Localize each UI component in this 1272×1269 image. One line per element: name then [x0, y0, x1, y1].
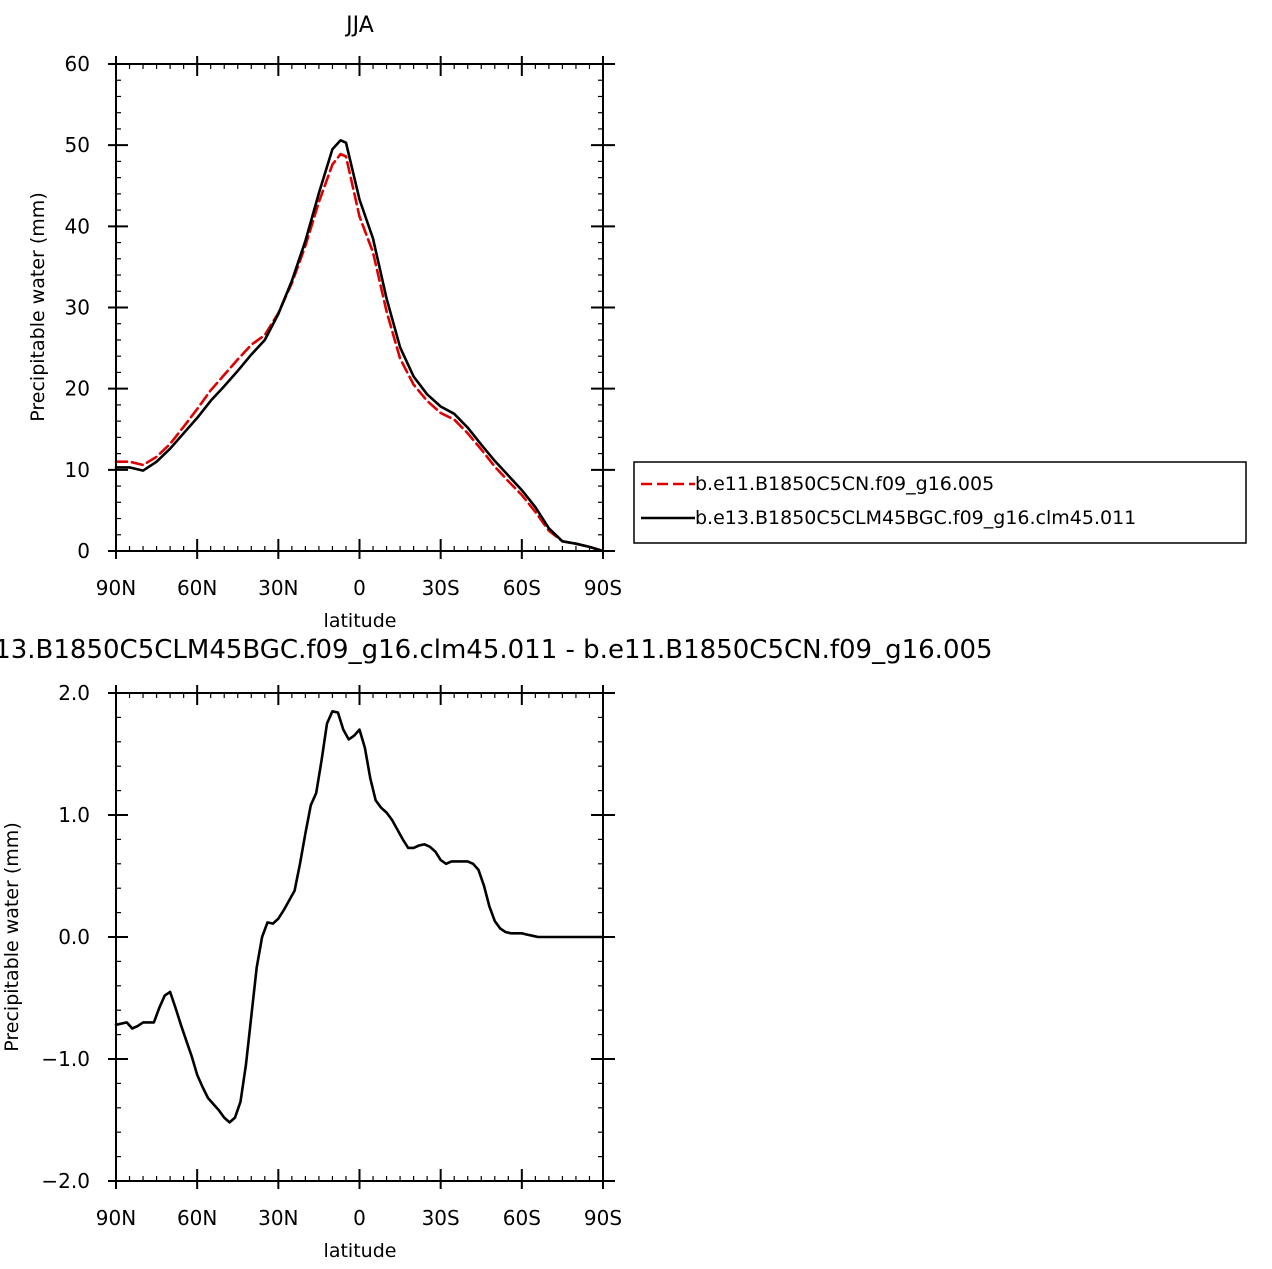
bottom-plot-y-tick-label: 1.0	[58, 803, 90, 827]
top-plot-y-tick-label: 30	[65, 296, 90, 320]
bottom-plot-x-tick-label: 30S	[422, 1206, 460, 1230]
top-plot-x-tick-label: 0	[353, 576, 366, 600]
top-plot-x-axis-label: latitude	[324, 610, 397, 632]
bottom-plot-y-tick-label: 0.0	[58, 925, 90, 949]
bottom-plot-x-tick-label: 90S	[584, 1206, 622, 1230]
bottom-plot-y-tick-label: 2.0	[58, 681, 90, 705]
bottom-plot-y-tick-label: −2.0	[41, 1169, 90, 1193]
bottom-plot-x-tick-label: 30N	[258, 1206, 298, 1230]
bottom-plot-title: b.e13.B1850C5CLM45BGC.f09_g16.clm45.011 …	[0, 635, 993, 665]
bottom-plot-x-tick-label: 90N	[96, 1206, 136, 1230]
legend: b.e11.B1850C5CN.f09_g16.005 b.e13.B1850C…	[633, 461, 1247, 544]
top-plot: JJA 90N 60N 30N 0 30S 60S 90S 0 10 20 30 40 50 60 la…	[27, 13, 622, 632]
bottom-plot: b.e13.B1850C5CLM45BGC.f09_g16.clm45.011 …	[0, 635, 993, 1262]
legend-label-series-1: b.e11.B1850C5CN.f09_g16.005	[695, 473, 994, 495]
top-plot-series-line-1	[114, 152, 605, 553]
top-plot-x-tick-label: 90N	[96, 576, 136, 600]
top-plot-x-tick-label: 30N	[258, 576, 298, 600]
bottom-plot-series-line-1	[114, 710, 605, 1124]
bottom-plot-y-tick-label: −1.0	[41, 1047, 90, 1071]
top-plot-major-ticks	[108, 56, 615, 559]
bottom-plot-minor-ticks	[115, 692, 604, 1182]
top-plot-title: JJA	[344, 13, 374, 38]
bottom-plot-x-tick-labels: 90N 60N 30N 0 30S 60S 90S	[96, 1206, 622, 1230]
bottom-plot-x-tick-label: 0	[353, 1206, 366, 1230]
top-plot-x-tick-label: 30S	[422, 576, 460, 600]
top-plot-x-tick-label: 60S	[503, 576, 541, 600]
top-plot-x-tick-label: 90S	[584, 576, 622, 600]
bottom-plot-y-axis-label: Precipitable water (mm)	[1, 822, 23, 1051]
top-plot-y-tick-labels: 0 10 20 30 40 50 60	[65, 52, 90, 563]
top-plot-y-tick-label: 10	[65, 458, 90, 482]
top-plot-y-tick-label: 40	[65, 214, 90, 238]
top-plot-y-tick-label: 60	[65, 52, 90, 76]
bottom-plot-x-tick-label: 60N	[177, 1206, 217, 1230]
bottom-plot-x-axis-label: latitude	[324, 1240, 397, 1262]
top-plot-y-tick-label: 50	[65, 133, 90, 157]
top-plot-lines	[114, 139, 605, 553]
bottom-plot-x-tick-label: 60S	[503, 1206, 541, 1230]
legend-label-series-2: b.e13.B1850C5CLM45BGC.f09_g16.clm45.011	[695, 507, 1136, 529]
bottom-plot-frame	[115, 692, 604, 1182]
top-plot-y-tick-label: 0	[77, 539, 90, 563]
top-plot-y-axis-label: Precipitable water (mm)	[27, 192, 49, 421]
top-plot-minor-ticks	[115, 63, 604, 552]
top-plot-y-tick-label: 20	[65, 377, 90, 401]
bottom-plot-major-ticks	[108, 685, 615, 1189]
top-plot-series-line-2	[114, 139, 605, 553]
top-plot-x-tick-label: 60N	[177, 576, 217, 600]
bottom-plot-lines	[114, 710, 605, 1124]
bottom-plot-y-tick-labels: −2.0 −1.0 0.0 1.0 2.0	[41, 681, 90, 1193]
legend-box	[633, 461, 1247, 544]
top-plot-x-tick-labels: 90N 60N 30N 0 30S 60S 90S	[96, 576, 622, 600]
top-plot-frame	[115, 63, 604, 552]
